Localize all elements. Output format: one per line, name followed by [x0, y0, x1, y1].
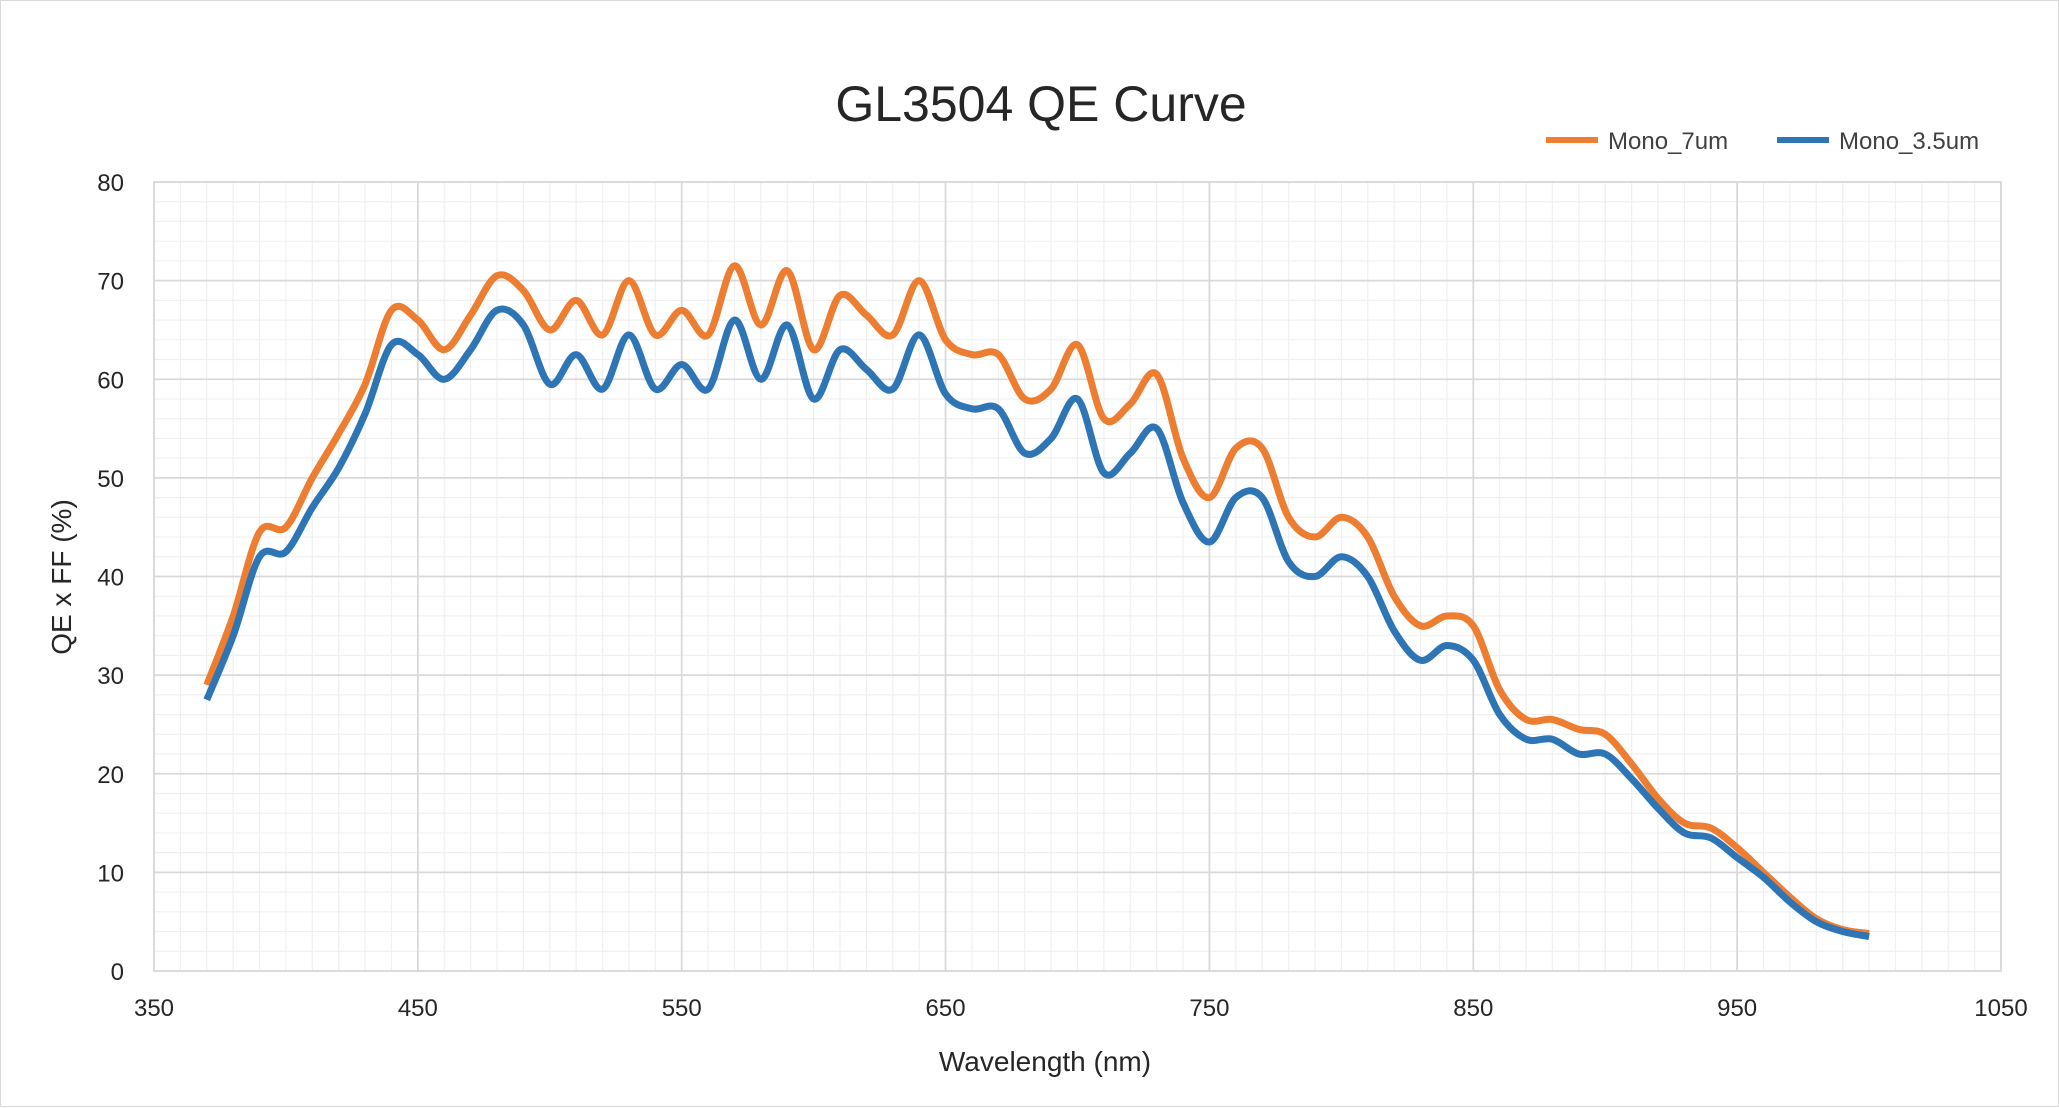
- series-line-mono-3-5um: [203, 305, 1870, 940]
- x-tick-label: 650: [926, 995, 966, 1022]
- y-tick-label: 0: [111, 959, 124, 986]
- y-axis-title: QE x FF (%): [46, 499, 77, 655]
- x-tick-label: 450: [398, 995, 438, 1022]
- y-tick-label: 20: [97, 762, 124, 789]
- x-tick-label: 950: [1717, 995, 1757, 1022]
- plot-area-frame: [153, 181, 2002, 972]
- legend-label-mono-7um: Mono_7um: [1608, 128, 1728, 155]
- y-tick-label: 30: [97, 663, 124, 690]
- x-tick-label: 850: [1453, 995, 1493, 1022]
- chart-title: GL3504 QE Curve: [835, 76, 1246, 132]
- x-tick-label: 350: [134, 995, 174, 1022]
- x-axis-title: Wavelength (nm): [939, 1046, 1151, 1077]
- series-line-mono-7um: [203, 262, 1870, 937]
- x-tick-label: 1050: [1974, 995, 2027, 1022]
- y-tick-label: 70: [97, 269, 124, 296]
- y-tick-label: 50: [97, 466, 124, 493]
- legend: Mono_7um Mono_3.5um: [1546, 128, 1979, 155]
- y-tick-label: 80: [97, 170, 124, 197]
- x-tick-label: 550: [662, 995, 702, 1022]
- series-layer: [203, 262, 1870, 940]
- x-axis-ticks: 350 450 550 650 750 850 950 1050: [134, 995, 2028, 1022]
- y-tick-label: 10: [97, 860, 124, 887]
- x-tick-label: 750: [1189, 995, 1229, 1022]
- y-tick-label: 60: [97, 367, 124, 394]
- legend-label-mono-3-5um: Mono_3.5um: [1839, 128, 1979, 155]
- y-tick-label: 40: [97, 565, 124, 592]
- y-axis-ticks: 0 10 20 30 40 50 60 70 80: [97, 170, 124, 986]
